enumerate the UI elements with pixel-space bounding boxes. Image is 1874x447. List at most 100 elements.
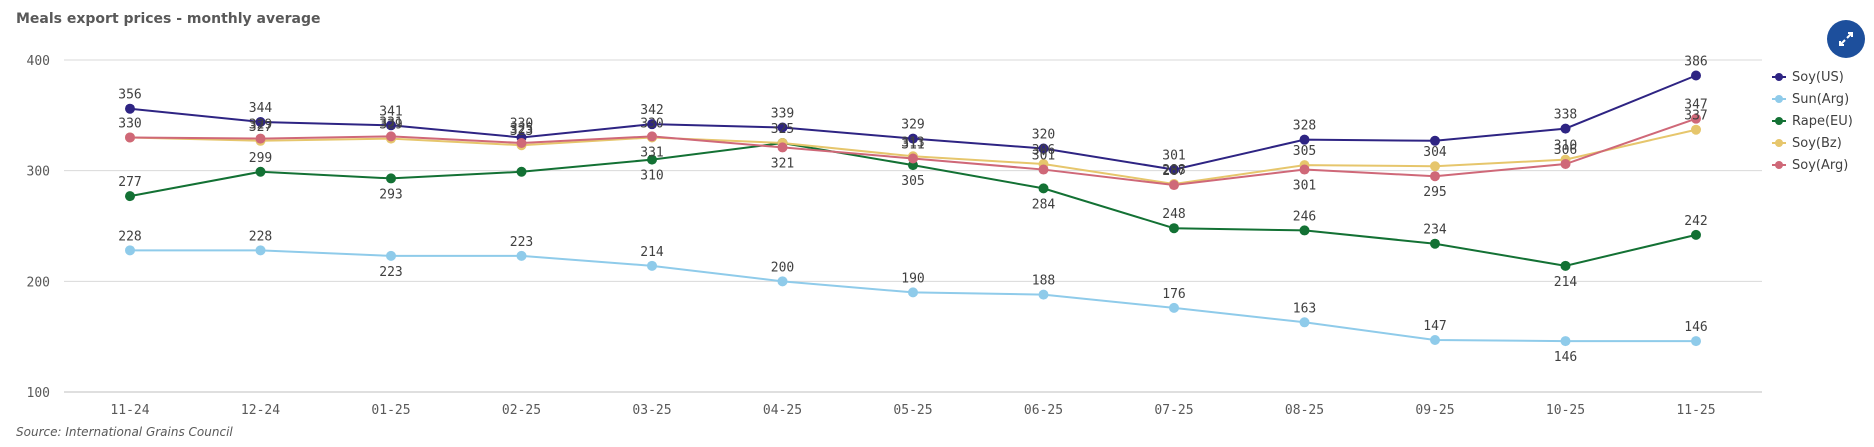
x-tick-label: 11-25 bbox=[1676, 403, 1715, 418]
legend-item[interactable]: Soy(US) bbox=[1772, 66, 1853, 88]
legend-item[interactable]: Rape(EU) bbox=[1772, 110, 1853, 132]
x-tick-label: 12-24 bbox=[241, 403, 280, 418]
data-point bbox=[647, 260, 657, 271]
data-point bbox=[386, 120, 396, 131]
data-label: 328 bbox=[1293, 119, 1316, 134]
data-label: 344 bbox=[249, 101, 273, 116]
data-point bbox=[1038, 143, 1049, 154]
data-point bbox=[1560, 123, 1571, 134]
data-label: 325 bbox=[771, 122, 794, 137]
x-tick-label: 03-25 bbox=[632, 403, 671, 418]
legend-swatch bbox=[1772, 138, 1786, 148]
data-point bbox=[255, 133, 266, 144]
legend-label: Soy(Arg) bbox=[1792, 157, 1849, 173]
legend-label: Rape(EU) bbox=[1792, 113, 1853, 129]
x-tick-label: 02-25 bbox=[502, 403, 541, 418]
legend-item[interactable]: Soy(Bz) bbox=[1772, 132, 1853, 154]
data-point bbox=[125, 245, 135, 256]
data-point bbox=[1169, 302, 1179, 313]
data-point bbox=[1430, 334, 1440, 345]
data-point bbox=[1560, 336, 1571, 347]
data-point bbox=[647, 131, 657, 142]
data-point bbox=[1169, 223, 1179, 234]
chart-title: Meals export prices - monthly average bbox=[16, 11, 321, 27]
expand-button[interactable] bbox=[1827, 20, 1865, 58]
data-label: 329 bbox=[379, 118, 402, 133]
data-point bbox=[1299, 317, 1310, 328]
data-label: 331 bbox=[640, 145, 663, 160]
data-point bbox=[1691, 124, 1701, 135]
legend-label: Soy(US) bbox=[1792, 69, 1844, 85]
data-label: 176 bbox=[1162, 287, 1185, 302]
data-label: 327 bbox=[249, 120, 272, 135]
data-point bbox=[516, 166, 527, 177]
data-label: 293 bbox=[379, 187, 402, 202]
data-label: 228 bbox=[249, 229, 272, 244]
x-tick-label: 06-25 bbox=[1024, 403, 1063, 418]
data-point bbox=[1299, 225, 1310, 236]
data-label: 295 bbox=[1423, 185, 1446, 200]
data-point bbox=[777, 122, 788, 133]
data-label: 299 bbox=[249, 151, 272, 166]
data-point bbox=[1038, 289, 1049, 300]
data-label: 329 bbox=[901, 118, 924, 133]
data-label: 301 bbox=[1293, 179, 1316, 194]
legend-item[interactable]: Soy(Arg) bbox=[1772, 154, 1853, 176]
data-point bbox=[1038, 164, 1049, 175]
data-label: 311 bbox=[901, 137, 924, 152]
legend-swatch bbox=[1772, 94, 1786, 104]
data-point bbox=[255, 245, 266, 256]
data-point bbox=[777, 276, 788, 287]
data-label: 248 bbox=[1162, 207, 1185, 222]
data-label: 313 bbox=[901, 135, 924, 150]
data-label: 147 bbox=[1423, 319, 1446, 334]
source-note: Source: International Grains Council bbox=[16, 425, 233, 439]
legend-item[interactable]: Sun(Arg) bbox=[1772, 88, 1853, 110]
data-label: 242 bbox=[1684, 214, 1707, 229]
expand-arrows-icon bbox=[1839, 32, 1853, 46]
legend-swatch bbox=[1772, 116, 1786, 126]
data-point bbox=[1691, 113, 1701, 124]
x-tick-label: 10-25 bbox=[1546, 403, 1585, 418]
data-label: 188 bbox=[1032, 274, 1055, 289]
data-label: 386 bbox=[1684, 54, 1707, 69]
data-point bbox=[516, 250, 527, 261]
y-tick-label: 400 bbox=[27, 54, 50, 69]
data-label: 190 bbox=[901, 271, 924, 286]
data-label: 330 bbox=[510, 116, 533, 131]
data-point bbox=[1430, 171, 1440, 182]
data-label: 304 bbox=[1423, 145, 1447, 160]
y-tick-label: 200 bbox=[27, 275, 50, 290]
data-label: 341 bbox=[379, 104, 402, 119]
data-point bbox=[125, 191, 135, 202]
data-label: 146 bbox=[1554, 350, 1577, 365]
data-label: 305 bbox=[901, 174, 924, 189]
data-label: 223 bbox=[510, 235, 533, 250]
data-label: 331 bbox=[379, 115, 402, 130]
data-point bbox=[1430, 135, 1440, 146]
data-label: 342 bbox=[640, 103, 663, 118]
data-label: 338 bbox=[1554, 108, 1577, 123]
x-tick-label: 07-25 bbox=[1154, 403, 1193, 418]
chart-legend: Soy(US) Sun(Arg) Rape(EU) Soy(Bz) Soy(Arg) bbox=[1772, 66, 1853, 176]
data-label: 223 bbox=[379, 265, 402, 280]
data-label: 288 bbox=[1162, 163, 1185, 178]
data-point bbox=[1169, 164, 1179, 175]
data-label: 301 bbox=[1032, 149, 1055, 164]
data-label: 214 bbox=[640, 245, 664, 260]
data-point bbox=[1691, 229, 1701, 240]
data-point bbox=[1691, 336, 1701, 347]
data-point bbox=[255, 166, 266, 177]
data-label: 320 bbox=[1032, 128, 1055, 143]
data-label: 325 bbox=[510, 122, 533, 137]
data-label: 146 bbox=[1684, 320, 1707, 335]
x-tick-label: 09-25 bbox=[1415, 403, 1454, 418]
data-label: 214 bbox=[1554, 275, 1578, 290]
data-point bbox=[255, 116, 266, 127]
data-label: 329 bbox=[249, 118, 272, 133]
data-label: 163 bbox=[1293, 301, 1316, 316]
data-point bbox=[1299, 164, 1310, 175]
data-point bbox=[647, 119, 657, 130]
legend-label: Sun(Arg) bbox=[1792, 91, 1850, 107]
legend-swatch bbox=[1772, 160, 1786, 170]
